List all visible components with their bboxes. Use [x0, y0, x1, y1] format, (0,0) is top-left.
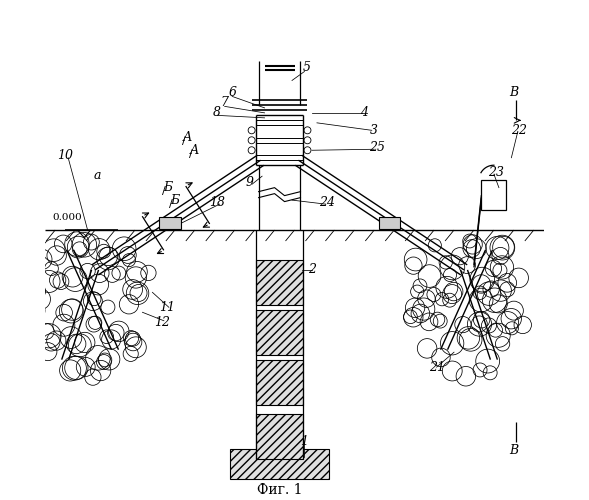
Text: a: a — [94, 168, 101, 181]
Text: Фиг. 1: Фиг. 1 — [257, 484, 302, 498]
Text: 12: 12 — [154, 316, 170, 329]
Polygon shape — [379, 217, 401, 229]
Polygon shape — [256, 310, 303, 354]
Text: 9: 9 — [246, 176, 254, 189]
Text: А: А — [183, 132, 192, 144]
Text: 21: 21 — [429, 360, 445, 374]
Polygon shape — [256, 414, 303, 460]
Text: 7: 7 — [221, 96, 229, 110]
Polygon shape — [158, 217, 181, 229]
Text: /: / — [170, 198, 173, 208]
Text: В: В — [509, 444, 518, 457]
Polygon shape — [256, 260, 303, 305]
Text: 24: 24 — [319, 196, 335, 209]
Text: 3: 3 — [370, 124, 378, 137]
Text: 2: 2 — [308, 264, 316, 276]
Polygon shape — [481, 180, 507, 210]
Text: Б: Б — [170, 194, 180, 206]
Text: 4: 4 — [360, 106, 368, 120]
Text: 0.000: 0.000 — [52, 213, 82, 222]
Text: В: В — [509, 86, 518, 100]
Text: /: / — [190, 148, 193, 158]
Text: /: / — [162, 186, 166, 196]
Text: 6: 6 — [228, 86, 236, 100]
Text: 1: 1 — [300, 436, 309, 448]
Polygon shape — [230, 450, 329, 480]
Text: Б: Б — [163, 181, 172, 194]
Text: 22: 22 — [511, 124, 527, 137]
Text: 5: 5 — [303, 62, 311, 74]
Text: 23: 23 — [488, 166, 504, 179]
Text: 25: 25 — [369, 142, 385, 154]
Text: 8: 8 — [213, 106, 221, 120]
Text: 18: 18 — [209, 196, 225, 209]
Text: 11: 11 — [160, 301, 176, 314]
Text: /: / — [182, 136, 186, 146]
Text: А: А — [190, 144, 200, 157]
Polygon shape — [256, 360, 303, 405]
Text: 10: 10 — [57, 148, 73, 162]
